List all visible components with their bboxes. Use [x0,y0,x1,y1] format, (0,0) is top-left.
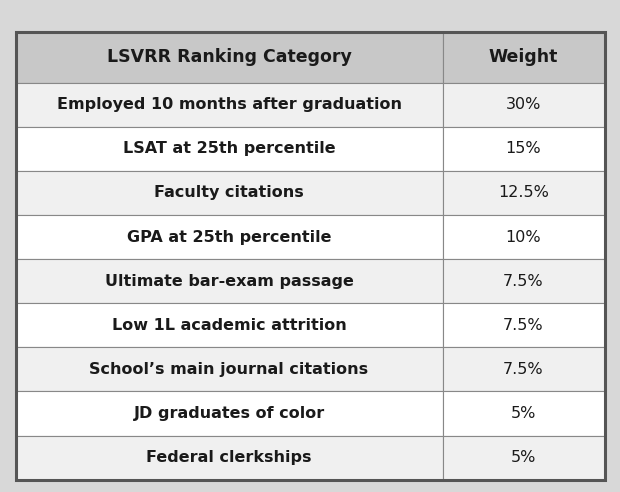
Text: Faculty citations: Faculty citations [154,185,304,200]
Text: Weight: Weight [489,48,558,66]
Bar [16,127,443,171]
Bar [16,32,443,83]
Text: JD graduates of color: JD graduates of color [133,406,325,421]
Text: LSAT at 25th percentile: LSAT at 25th percentile [123,141,335,156]
Bar [16,259,443,303]
Text: Ultimate bar-exam passage: Ultimate bar-exam passage [105,274,353,289]
Text: 5%: 5% [511,450,536,465]
Bar [16,215,443,259]
Text: 30%: 30% [506,97,541,112]
Bar [443,392,604,435]
Text: 5%: 5% [511,406,536,421]
Bar [16,347,443,392]
Bar [443,435,604,480]
Bar [443,83,604,127]
Bar [16,83,443,127]
Bar [16,303,443,347]
Bar [16,435,443,480]
Text: 10%: 10% [506,230,541,245]
Text: School’s main journal citations: School’s main journal citations [89,362,368,377]
Text: Federal clerkships: Federal clerkships [146,450,312,465]
Text: LSVRR Ranking Category: LSVRR Ranking Category [107,48,352,66]
Text: 7.5%: 7.5% [503,274,544,289]
Text: 7.5%: 7.5% [503,318,544,333]
Text: 15%: 15% [506,141,541,156]
Bar [443,171,604,215]
Text: Employed 10 months after graduation: Employed 10 months after graduation [56,97,402,112]
Bar [443,303,604,347]
Text: Low 1L academic attrition: Low 1L academic attrition [112,318,347,333]
Text: 12.5%: 12.5% [498,185,549,200]
Bar [16,171,443,215]
Bar [443,347,604,392]
Bar [443,259,604,303]
Text: 7.5%: 7.5% [503,362,544,377]
Bar [443,32,604,83]
Bar [443,215,604,259]
Bar [443,127,604,171]
Bar [16,392,443,435]
Text: GPA at 25th percentile: GPA at 25th percentile [126,230,331,245]
